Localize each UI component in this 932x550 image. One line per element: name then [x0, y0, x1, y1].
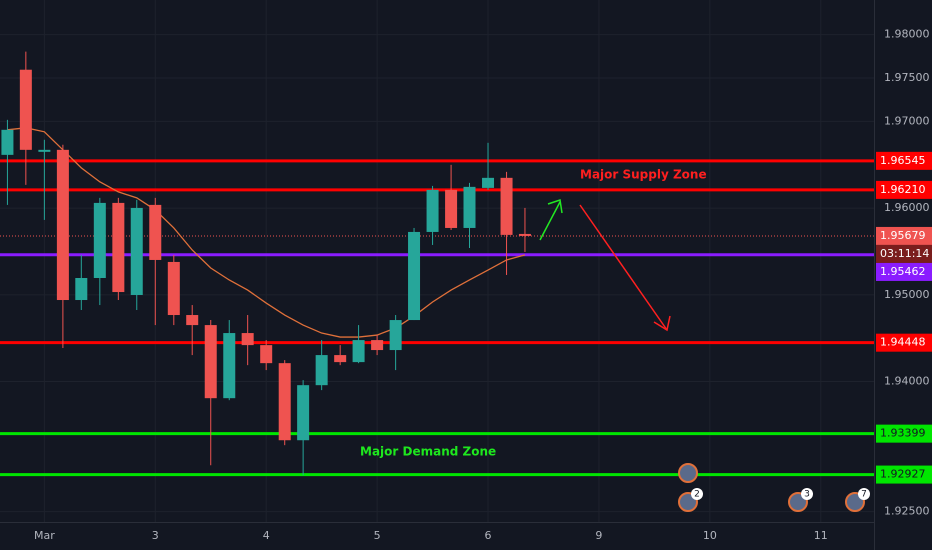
- candle-body: [93, 202, 106, 278]
- candle-body: [130, 207, 143, 295]
- candle-body: [334, 355, 347, 363]
- candle-body: [260, 345, 273, 364]
- price-label: 1.96210: [880, 183, 926, 196]
- y-tick-label: 1.97500: [884, 71, 930, 84]
- event-count: 7: [861, 490, 867, 500]
- price-label: 1.92927: [880, 468, 926, 481]
- candle-body: [297, 385, 310, 441]
- candle-body: [482, 177, 495, 188]
- price-label-box: [876, 333, 932, 352]
- x-tick-label: 11: [814, 529, 828, 542]
- x-tick-label: 5: [374, 529, 381, 542]
- candle-body: [500, 177, 513, 235]
- event-icons: 2 3 7: [678, 463, 870, 512]
- candle-body: [223, 333, 236, 399]
- x-tick-label: 10: [703, 529, 717, 542]
- candle-body: [408, 231, 421, 321]
- x-tick-label: 3: [152, 529, 159, 542]
- candle-body: [352, 340, 365, 363]
- price-label: 1.94448: [880, 336, 926, 349]
- price-label-box: [876, 151, 932, 170]
- candle-body: [315, 355, 328, 386]
- price-label: 1.96545: [880, 154, 926, 167]
- x-tick-label: 9: [595, 529, 602, 542]
- y-tick-label: 1.97000: [884, 114, 930, 127]
- y-tick-label: 1.95000: [884, 288, 930, 301]
- annotation: Major Demand Zone: [360, 445, 496, 459]
- candle-body: [463, 186, 476, 228]
- candle-body: [371, 340, 384, 351]
- price-label-box: [876, 180, 932, 199]
- candle-body: [278, 363, 291, 441]
- y-tick-label: 1.98000: [884, 28, 930, 41]
- candle-body: [445, 189, 458, 228]
- y-tick-label: 1.94000: [884, 375, 930, 388]
- candle-body: [426, 189, 439, 232]
- candle-body: [186, 315, 199, 326]
- countdown-box: [876, 244, 932, 263]
- event-badge: [691, 488, 703, 500]
- annotation: Major Supply Zone: [580, 168, 707, 182]
- countdown: 03:11:14: [880, 247, 929, 260]
- moving-average: [7, 127, 526, 338]
- price-label-box: [876, 262, 932, 281]
- y-tick-label: 1.96000: [884, 201, 930, 214]
- candle-body: [1, 129, 14, 155]
- event-badge: [858, 488, 870, 500]
- down-arrow-head: [653, 315, 671, 332]
- price-label: 1.93399: [880, 427, 926, 440]
- up-arrow-head: [547, 199, 563, 214]
- event-count: 2: [694, 490, 700, 500]
- x-tick-label: Mar: [34, 529, 55, 542]
- event-count: 3: [804, 490, 810, 500]
- event-icon[interactable]: [678, 463, 698, 483]
- price-label-box: [876, 226, 932, 245]
- down-arrow: [579, 204, 668, 331]
- candle-body: [518, 233, 531, 236]
- x-tick-label: 6: [485, 529, 492, 542]
- candle-body: [389, 320, 402, 351]
- candle-body: [112, 202, 125, 293]
- price-label: 1.95462: [880, 265, 926, 278]
- price-label: 1.95679: [880, 229, 926, 242]
- x-tick-label: 4: [263, 529, 270, 542]
- candle-body: [241, 333, 254, 346]
- candle-body: [19, 69, 32, 150]
- candle-body: [75, 277, 88, 301]
- candle-body: [204, 325, 217, 399]
- price-label-box: [876, 424, 932, 443]
- up-arrow: [539, 201, 561, 241]
- candle-body: [56, 149, 69, 301]
- y-tick-label: 1.92500: [884, 505, 930, 518]
- candle-body: [149, 204, 162, 260]
- candle-body: [167, 261, 180, 316]
- price-label-box: [876, 465, 932, 484]
- candle-body: [38, 149, 51, 152]
- event-badge: [801, 488, 813, 500]
